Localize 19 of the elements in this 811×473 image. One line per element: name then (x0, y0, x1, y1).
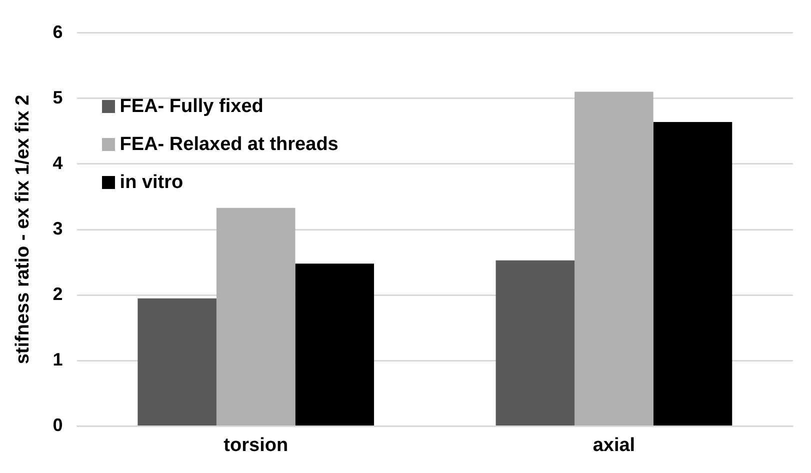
bar (574, 92, 654, 426)
legend-label: FEA- Fully fixed (120, 94, 264, 119)
y-axis-title: stifness ratio - ex fix 1/ex fix 2 (12, 94, 34, 364)
y-tick-label: 1 (52, 350, 63, 370)
y-tick-label: 0 (52, 415, 63, 436)
y-tick-label: 2 (52, 284, 63, 304)
legend-label: FEA- Relaxed at threads (120, 132, 338, 157)
bar (653, 122, 732, 426)
y-tick-label: 4 (52, 152, 63, 173)
bar (295, 264, 374, 426)
bar (496, 260, 575, 426)
y-tick-label: 5 (52, 87, 63, 108)
x-tick-label: torsion (224, 434, 288, 456)
y-tick-label: 6 (52, 22, 63, 42)
legend-label: in vitro (120, 170, 184, 195)
y-tick-label: 3 (52, 218, 63, 238)
x-tick-label: axial (592, 434, 636, 456)
bar (216, 208, 296, 426)
bar (138, 298, 216, 426)
